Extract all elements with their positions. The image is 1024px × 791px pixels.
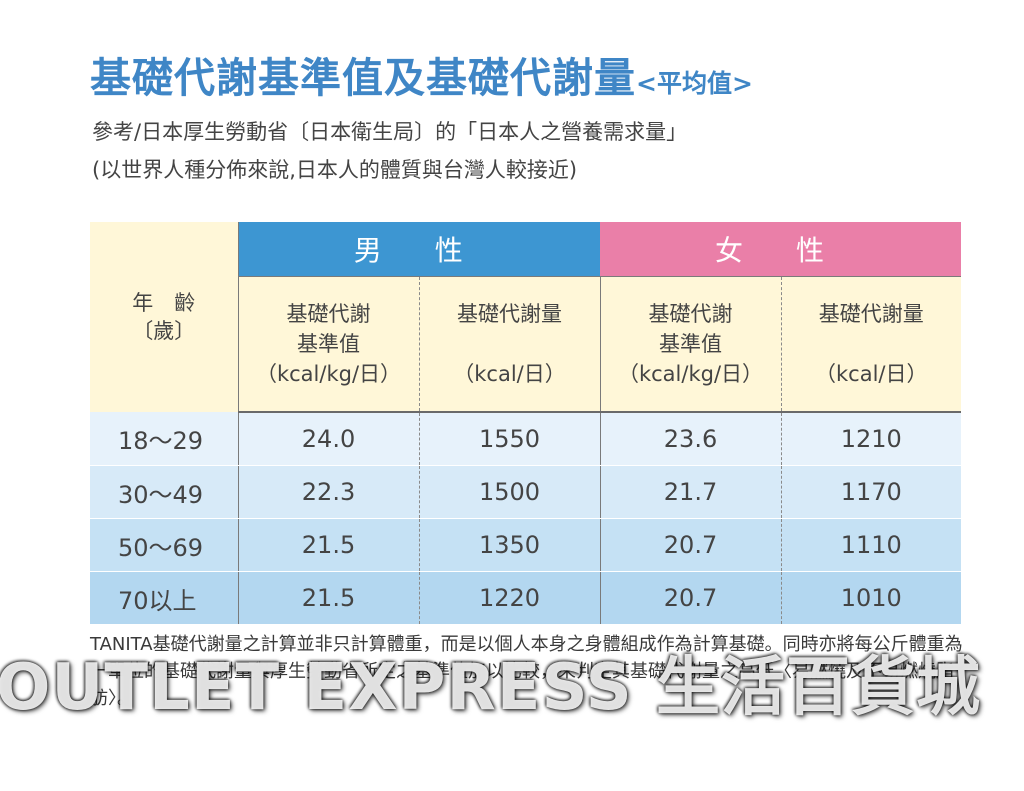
table-row: 50～69 21.5 1350 20.7 1110 (90, 518, 961, 572)
male-header: 男 性 (238, 222, 600, 277)
column-header-female-reference: 基礎代謝 基準值 （kcal/kg/日） (599, 276, 781, 413)
column-header-male-reference: 基礎代謝 基準值 （kcal/kg/日） (238, 276, 419, 413)
metabolism-table: 年 齡 〔歲〕 男 性 女 性 基礎代謝 基準值 （kcal/kg/日） 基礎代… (90, 222, 961, 625)
column-header-unit: （kcal/日） (815, 362, 928, 386)
title-main: 基礎代謝基準值及基礎代謝量 (90, 54, 636, 102)
female-amount-cell: 1170 (780, 465, 961, 519)
page-title: 基礎代謝基準值及基礎代謝量<平均值> (90, 44, 753, 104)
age-cell: 18～29 (90, 412, 238, 466)
age-header-unit: 〔歲〕 (132, 319, 196, 343)
column-header-line: 基準值 (297, 332, 360, 356)
age-cell: 30～49 (90, 465, 238, 519)
column-header-line: 基礎代謝 (648, 302, 733, 326)
column-header-unit: （kcal/kg/日） (255, 362, 402, 386)
column-header-male-amount: 基礎代謝量 （kcal/日） (418, 276, 600, 413)
female-reference-cell: 23.6 (599, 412, 781, 466)
age-cell: 70以上 (90, 571, 238, 625)
female-reference-cell: 21.7 (599, 465, 781, 519)
male-amount-cell: 1350 (418, 518, 600, 572)
female-reference-cell: 20.7 (599, 518, 781, 572)
female-amount-cell: 1010 (780, 571, 961, 625)
column-header-female-amount: 基礎代謝量 （kcal/日） (780, 276, 962, 413)
column-header-spacer (420, 329, 600, 359)
male-amount-cell: 1550 (418, 412, 600, 466)
age-cell: 50～69 (90, 518, 238, 572)
footnote: TANITA基礎代謝量之計算並非只計算體重，而是以個人本身之身體組成作為計算基礎… (90, 634, 963, 709)
male-reference-cell: 21.5 (237, 571, 419, 625)
column-header-spacer (782, 329, 962, 359)
watermark: OUTLET EXPRESS 生活百貨城 (0, 651, 982, 725)
female-header: 女 性 (600, 222, 961, 277)
reference-line-2: (以世界人種分佈來說,日本人的體質與台灣人較接近) (92, 158, 578, 182)
column-header-line: 基準值 (659, 332, 722, 356)
female-reference-cell: 20.7 (599, 571, 781, 625)
reference-line-1: 參考/日本厚生勞動省〔日本衛生局〕的「日本人之營養需求量」 (92, 120, 688, 144)
male-amount-cell: 1500 (418, 465, 600, 519)
table-row: 18～29 24.0 1550 23.6 1210 (90, 412, 961, 466)
age-header: 年 齡 〔歲〕 (90, 222, 239, 412)
column-header-line: 基礎代謝 (286, 302, 371, 326)
column-header-line: 基礎代謝量 (818, 302, 924, 326)
column-header-line: 基礎代謝量 (457, 302, 562, 326)
female-amount-cell: 1210 (780, 412, 961, 466)
column-header-unit: （kcal/kg/日） (617, 362, 764, 386)
male-reference-cell: 24.0 (237, 412, 419, 466)
table-row: 30～49 22.3 1500 21.7 1170 (90, 465, 961, 519)
male-reference-cell: 21.5 (237, 518, 419, 572)
male-reference-cell: 22.3 (237, 465, 419, 519)
age-header-label: 年 齡 (132, 291, 196, 315)
male-amount-cell: 1220 (418, 571, 600, 625)
female-amount-cell: 1110 (780, 518, 961, 572)
title-subtitle: <平均值> (636, 69, 753, 98)
column-header-unit: （kcal/日） (453, 362, 566, 386)
table-row: 70以上 21.5 1220 20.7 1010 (90, 571, 961, 625)
